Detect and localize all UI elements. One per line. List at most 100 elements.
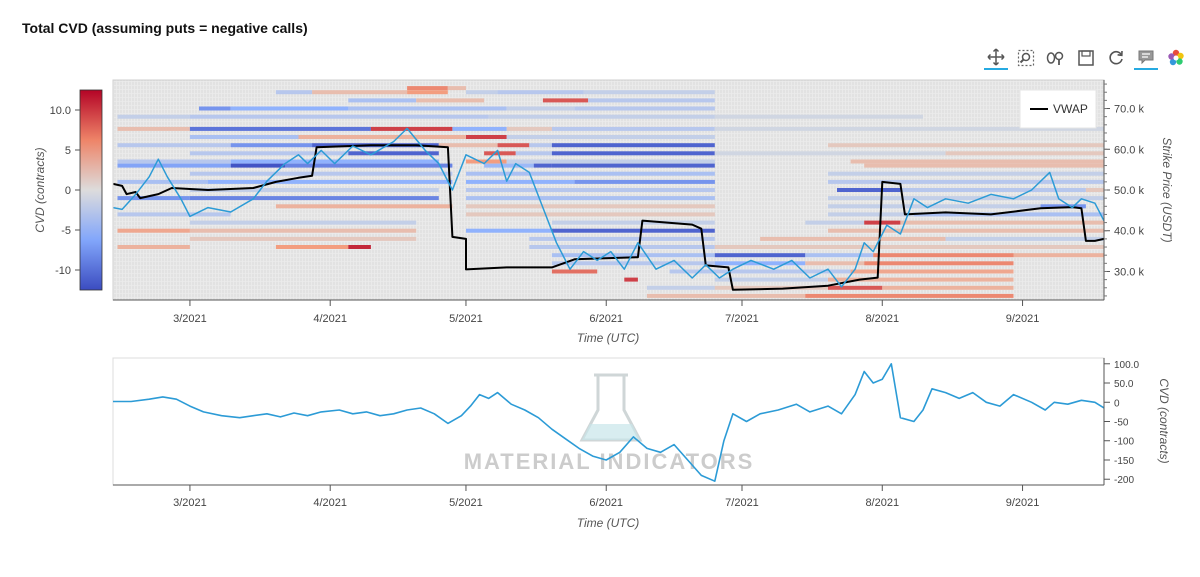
strike-tick-label: 30.0 k <box>1114 266 1144 278</box>
strike-tick-label: 70.0 k <box>1114 104 1144 116</box>
heatmap-cell <box>805 220 865 225</box>
save-tool[interactable] <box>1074 46 1098 70</box>
heatmap-cell <box>828 277 1014 282</box>
bottom-y-tick-label: 100.0 <box>1114 360 1139 371</box>
bottom-x-tick-label: 4/2021 <box>313 497 347 509</box>
heatmap-cell <box>466 179 575 184</box>
heatmap-cell <box>466 135 507 139</box>
heatmap-cell <box>551 151 715 156</box>
heatmap-cell <box>348 106 507 111</box>
pan-icon <box>987 48 1005 66</box>
box-zoom-tool[interactable] <box>1014 46 1038 70</box>
heatmap-cell <box>900 220 1104 225</box>
heatmap-cell <box>506 135 715 139</box>
heatmap-cell <box>348 98 417 103</box>
wheel-zoom-tool[interactable] <box>1044 46 1068 70</box>
flask-icon <box>579 373 643 442</box>
reset-tool[interactable] <box>1104 46 1128 70</box>
legend-vwap-label: VWAP <box>1053 102 1088 116</box>
heatmap-cell <box>466 212 715 217</box>
bokeh-logo[interactable] <box>1164 46 1188 70</box>
heatmap-cell <box>117 228 190 233</box>
heatmap-cell <box>624 277 638 282</box>
heatmap-cell <box>828 196 1104 201</box>
bottom-y-tick-label: -150 <box>1114 456 1134 467</box>
heatmap-cell <box>714 245 1104 249</box>
colorbar-ticks: 10.0 5 0 -5 -10 <box>50 105 80 277</box>
vwap-line <box>113 144 1104 291</box>
heatmap-cell <box>416 98 485 103</box>
heatmap-cell <box>515 151 552 156</box>
strike-tick-label: 60.0 k <box>1114 144 1144 156</box>
heatmap-cell <box>864 163 1104 168</box>
heatmap-cell <box>189 114 489 119</box>
heatmap-cell <box>466 204 715 209</box>
colorbar-tick-label: -10 <box>55 265 71 277</box>
pan-tool[interactable] <box>984 46 1008 70</box>
heatmap-cell <box>230 143 313 148</box>
heatmap-cell <box>1040 204 1086 209</box>
heatmap-cell <box>484 151 516 156</box>
bottom-x-ticks: 3/2021 4/2021 5/2021 6/2021 7/2021 8/2021 9/20… <box>173 485 1039 509</box>
heatmap-cell <box>828 143 1104 148</box>
heatmap-cell <box>551 220 715 225</box>
save-icon <box>1078 50 1094 66</box>
y-axis-label-right: Strike Price (USDT) <box>1160 137 1174 242</box>
x-axis-ticks: 3/2021 4/2021 5/2021 6/2021 7/2021 8/2021 9/20… <box>173 300 1039 325</box>
heatmap-cell <box>117 163 231 168</box>
bottom-x-tick-label: 9/2021 <box>1006 497 1040 509</box>
bottom-x-tick-label: 5/2021 <box>449 497 483 509</box>
heatmap-cell <box>407 90 448 95</box>
hover-tool[interactable] <box>1134 46 1158 70</box>
bottom-x-axis-label: Time (UTC) <box>577 516 640 530</box>
bottom-y-tick-label: -50 <box>1114 418 1129 429</box>
heatmap-cell <box>117 196 190 201</box>
heatmap-cell <box>199 106 231 111</box>
bokeh-logo-icon <box>1168 49 1184 66</box>
heatmap-cell <box>864 261 1014 266</box>
cvd-line <box>113 127 1104 288</box>
heatmap-cell <box>805 253 874 258</box>
heatmap-cell <box>850 269 1014 274</box>
heatmap-chart: 10.0 5 0 -5 -10 CVD (contracts) 30.0 k 40.0 k… <box>33 79 1174 345</box>
heatmap-cell <box>506 106 575 111</box>
heatmap-cell <box>828 204 1041 209</box>
x-tick-label: 6/2021 <box>589 313 623 325</box>
heatmap-cell <box>230 163 285 168</box>
heatmap-cell <box>117 159 231 164</box>
heatmap-cell <box>714 285 828 290</box>
heatmap-cell <box>497 90 584 95</box>
heatmap-cell <box>864 220 901 225</box>
x-tick-label: 7/2021 <box>725 313 759 325</box>
heatmap-cell <box>189 126 371 131</box>
heatmap-cell <box>900 188 1086 192</box>
heatmap-cell <box>452 126 507 131</box>
bottom-x-tick-label: 7/2021 <box>725 497 759 509</box>
watermark-text: MATERIAL INDICATORS <box>464 449 755 474</box>
heatmap-cell <box>466 196 715 201</box>
heatmap-cell <box>913 212 1104 217</box>
strike-tick-label: 50.0 k <box>1114 185 1144 197</box>
x-tick-label: 4/2021 <box>313 313 347 325</box>
bottom-x-tick-label: 3/2021 <box>173 497 207 509</box>
cvd-series <box>113 127 1104 288</box>
colorbar-tick-label: 0 <box>65 185 71 197</box>
heatmap-cell <box>1085 188 1104 192</box>
heatmap-cell <box>873 253 1014 258</box>
bottom-cvd-series <box>113 363 1104 482</box>
reset-icon <box>1109 50 1123 65</box>
heatmap-cell <box>837 188 901 192</box>
heatmap-cell <box>647 285 715 290</box>
watermark: MATERIAL INDICATORS <box>464 373 755 474</box>
heatmap-cell <box>714 277 828 282</box>
heatmap-cell <box>117 245 190 249</box>
x-tick-label: 9/2021 <box>1006 313 1040 325</box>
heatmap-cell <box>189 151 349 156</box>
heatmap-cell <box>588 98 715 103</box>
heatmap-cell <box>828 171 1104 176</box>
heatmap-cell <box>506 126 552 131</box>
hover-icon <box>1138 50 1154 65</box>
bottom-y-tick-label: -100 <box>1114 437 1134 448</box>
bottom-y-tick-label: 0 <box>1114 398 1120 409</box>
heatmap-cell <box>189 228 417 233</box>
